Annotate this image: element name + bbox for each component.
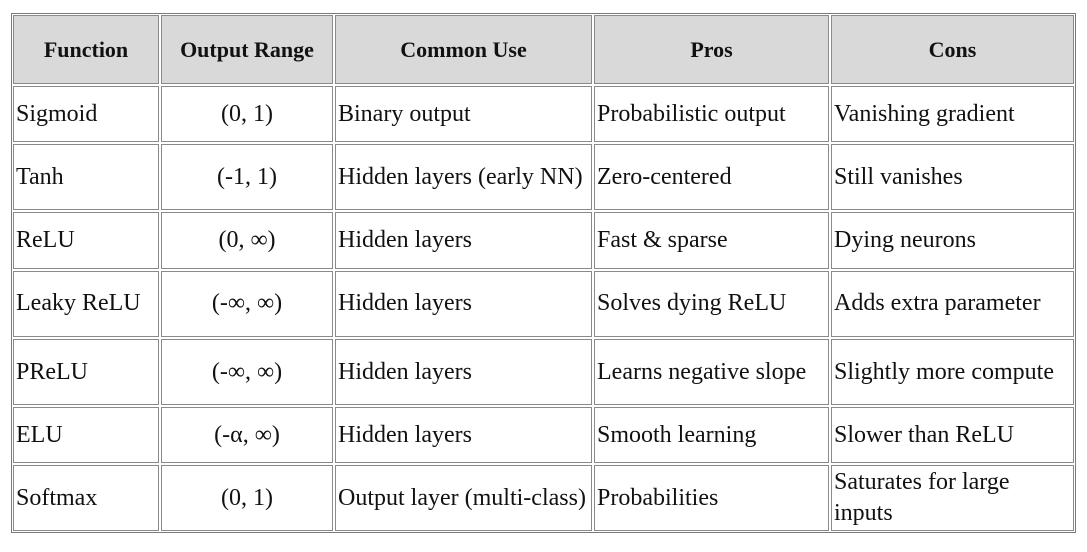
header-cons: Cons (831, 15, 1074, 84)
table-row: Leaky ReLU (-∞, ∞) Hidden layers Solves … (13, 270, 1074, 338)
cell-output-range: (-α, ∞) (161, 406, 333, 464)
cell-function: Tanh (13, 144, 159, 211)
cell-pros: Solves dying ReLU (594, 270, 829, 338)
cell-function: PReLU (13, 339, 159, 405)
header-output-range: Output Range (161, 15, 333, 84)
activation-functions-table: Function Output Range Common Use Pros Co… (11, 13, 1076, 533)
table-row: Softmax (0, 1) Output layer (multi-class… (13, 465, 1074, 531)
cell-cons: Dying neurons (831, 212, 1074, 269)
cell-common-use: Binary output (335, 86, 592, 143)
cell-output-range: (0, ∞) (161, 212, 333, 269)
header-common-use: Common Use (335, 15, 592, 84)
table-row: PReLU (-∞, ∞) Hidden layers Learns negat… (13, 339, 1074, 405)
cell-function: Sigmoid (13, 86, 159, 143)
cell-common-use: Hidden layers (335, 212, 592, 269)
cell-pros: Smooth learning (594, 406, 829, 464)
cell-function: Softmax (13, 465, 159, 531)
cell-cons: Saturates for large inputs (831, 465, 1074, 531)
cell-pros: Fast & sparse (594, 212, 829, 269)
table-row: Tanh (-1, 1) Hidden layers (early NN) Ze… (13, 144, 1074, 211)
cell-function: ELU (13, 406, 159, 464)
table-row: ReLU (0, ∞) Hidden layers Fast & sparse … (13, 212, 1074, 269)
cell-output-range: (0, 1) (161, 86, 333, 143)
table-row: ELU (-α, ∞) Hidden layers Smooth learnin… (13, 406, 1074, 464)
cell-output-range: (0, 1) (161, 465, 333, 531)
cell-output-range: (-∞, ∞) (161, 270, 333, 338)
activation-functions-table-frame: Function Output Range Common Use Pros Co… (11, 13, 1076, 533)
cell-cons: Slightly more compute (831, 339, 1074, 405)
cell-output-range: (-1, 1) (161, 144, 333, 211)
cell-pros: Probabilistic output (594, 86, 829, 143)
cell-common-use: Hidden layers (335, 406, 592, 464)
cell-common-use: Hidden layers (335, 270, 592, 338)
cell-cons: Adds extra parameter (831, 270, 1074, 338)
cell-cons: Still vanishes (831, 144, 1074, 211)
cell-output-range: (-∞, ∞) (161, 339, 333, 405)
cell-common-use: Output layer (multi-class) (335, 465, 592, 531)
header-pros: Pros (594, 15, 829, 84)
cell-function: Leaky ReLU (13, 270, 159, 338)
cell-common-use: Hidden layers (early NN) (335, 144, 592, 211)
table-row: Sigmoid (0, 1) Binary output Probabilist… (13, 86, 1074, 143)
cell-common-use: Hidden layers (335, 339, 592, 405)
cell-pros: Zero-centered (594, 144, 829, 211)
cell-function: ReLU (13, 212, 159, 269)
cell-cons: Vanishing gradient (831, 86, 1074, 143)
cell-pros: Probabilities (594, 465, 829, 531)
cell-cons: Slower than ReLU (831, 406, 1074, 464)
header-function: Function (13, 15, 159, 84)
cell-pros: Learns negative slope (594, 339, 829, 405)
table-header-row: Function Output Range Common Use Pros Co… (13, 15, 1074, 84)
